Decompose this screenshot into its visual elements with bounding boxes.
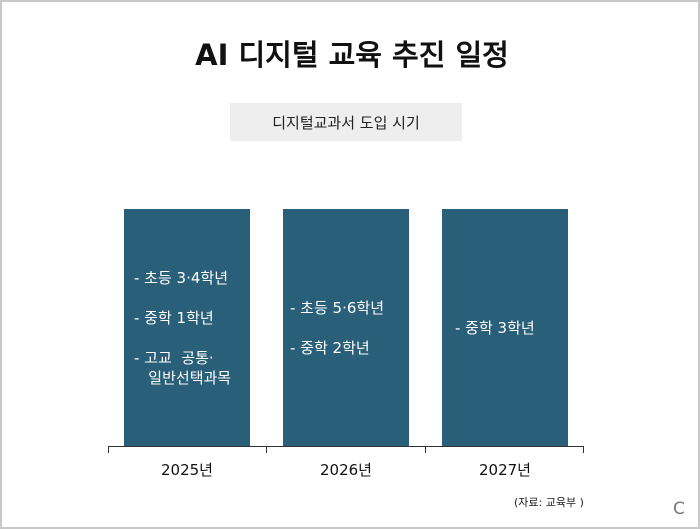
year-label-2027: 2027년 (479, 461, 531, 479)
bar-2025: - 초등 3·4학년 - 중학 1학년 - 고교 공통· 일반선택과목 (124, 209, 250, 447)
x-axis-line (108, 446, 584, 447)
axis-tick (108, 446, 109, 453)
bar-item: - 중학 1학년 (134, 309, 214, 327)
page-title: AI 디지털 교육 추진 일정 (195, 38, 509, 72)
bar-item: - 고교 공통· 일반선택과목 (134, 349, 232, 387)
axis-tick (266, 446, 267, 453)
bar-item: - 중학 3학년 (455, 319, 535, 337)
axis-tick (425, 446, 426, 453)
bar-item: - 중학 2학년 (290, 339, 370, 357)
year-label-2025: 2025년 (161, 461, 213, 479)
year-label-2026: 2026년 (320, 461, 372, 479)
bar-2026: - 초등 5·6학년 - 중학 2학년 (283, 209, 409, 447)
axis-tick (583, 446, 584, 453)
bar-2027: - 중학 3학년 (442, 209, 568, 447)
bar-item: - 초등 3·4학년 (134, 269, 229, 287)
bar-item: - 초등 5·6학년 (290, 299, 385, 317)
subtitle-text: 디지털교과서 도입 시기 (272, 113, 420, 132)
corner-mark: C (673, 499, 685, 519)
source-note: (자료: 교육부 ) (514, 496, 584, 509)
subtitle-box: 디지털교과서 도입 시기 (230, 103, 462, 141)
